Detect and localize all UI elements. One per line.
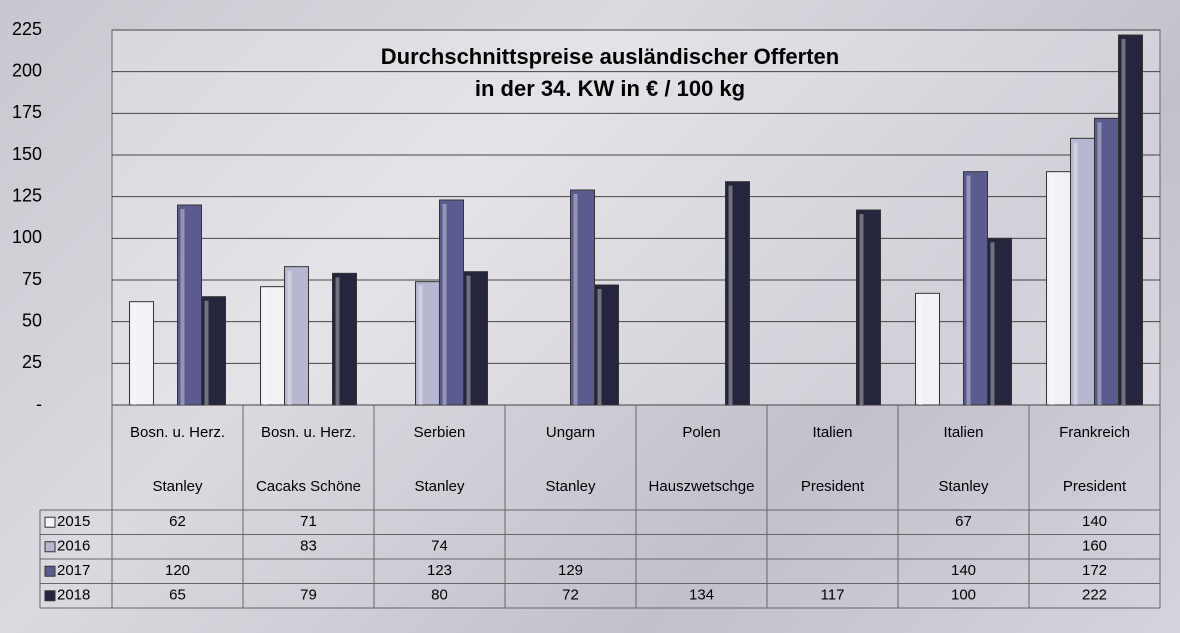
y-tick-label: 225 xyxy=(12,19,42,39)
category-label-box: Serbien xyxy=(378,407,501,457)
bar-highlight xyxy=(288,271,292,405)
table-value: 140 xyxy=(1082,513,1107,530)
legend-label: 2015 xyxy=(57,513,90,530)
bar-highlight xyxy=(574,194,578,405)
table-value: 71 xyxy=(300,513,317,530)
subcategory-label: Stanley xyxy=(116,460,239,512)
bar-highlight xyxy=(264,291,268,405)
bar-highlight xyxy=(133,306,137,405)
y-tick-label: 150 xyxy=(12,144,42,164)
table-value: 123 xyxy=(427,562,452,579)
category-label-box: Polen xyxy=(640,407,763,457)
bar-highlight xyxy=(1074,142,1078,405)
category-label-box: Bosn. u. Herz. xyxy=(116,407,239,457)
legend-label: 2016 xyxy=(57,538,90,555)
bar-highlight xyxy=(205,301,209,405)
bar-highlight xyxy=(336,277,340,405)
table-value: 172 xyxy=(1082,562,1107,579)
chart-subtitle: in der 34. KW in € / 100 kg xyxy=(475,76,745,101)
bar-highlight xyxy=(919,297,923,405)
table-value: 120 xyxy=(165,562,190,579)
chart: Durchschnittspreise ausländischer Offert… xyxy=(0,0,1180,633)
legend-label: 2017 xyxy=(57,562,90,579)
legend-swatch xyxy=(45,517,55,527)
category-label-box: Italien xyxy=(902,407,1025,457)
table-value: 222 xyxy=(1082,587,1107,604)
subcategory-label-box: Stanley xyxy=(902,460,1025,512)
table-value: 117 xyxy=(821,587,845,604)
table-value: 80 xyxy=(431,587,448,604)
table-value: 72 xyxy=(562,587,579,604)
category-label: Ungarn xyxy=(509,407,632,457)
bar-highlight xyxy=(419,286,423,405)
category-label: Italien xyxy=(902,407,1025,457)
legend-label: 2018 xyxy=(57,587,90,604)
table-value: 140 xyxy=(951,562,976,579)
subcategory-label: Stanley xyxy=(378,460,501,512)
table-value: 62 xyxy=(169,513,186,530)
y-tick-label: 200 xyxy=(12,60,42,80)
bar-highlight xyxy=(1122,39,1126,405)
subcategory-label-box: Cacaks Schöne xyxy=(247,460,370,512)
table-value: 100 xyxy=(951,587,976,604)
category-label-box: Bosn. u. Herz. xyxy=(247,407,370,457)
legend-swatch xyxy=(45,542,55,552)
y-tick-label: 25 xyxy=(22,352,42,372)
chart-title: Durchschnittspreise ausländischer Offert… xyxy=(381,44,839,69)
bar-highlight xyxy=(991,242,995,405)
table-value: 74 xyxy=(431,538,448,555)
table-value: 129 xyxy=(558,562,583,579)
subcategory-label-box: President xyxy=(771,460,894,512)
category-label-box: Ungarn xyxy=(509,407,632,457)
category-label: Bosn. u. Herz. xyxy=(116,407,239,457)
category-label-box: Italien xyxy=(771,407,894,457)
subcategory-label: Cacaks Schöne xyxy=(247,460,370,512)
table-value: 134 xyxy=(689,587,714,604)
subcategory-label: Stanley xyxy=(902,460,1025,512)
subcategory-label: Hauszwetschge xyxy=(640,460,763,512)
category-label: Bosn. u. Herz. xyxy=(247,407,370,457)
table-value: 65 xyxy=(169,587,186,604)
table-value: 67 xyxy=(955,513,972,530)
y-tick-label: 100 xyxy=(12,227,42,247)
bar-highlight xyxy=(443,204,447,405)
table-value: 83 xyxy=(300,538,317,555)
y-tick-label: 75 xyxy=(22,269,42,289)
subcategory-label-box: President xyxy=(1033,460,1156,512)
legend-swatch xyxy=(45,566,55,576)
table-value: 79 xyxy=(300,587,317,604)
table-value: 160 xyxy=(1082,538,1107,555)
bar-highlight xyxy=(1050,176,1054,405)
subcategory-label-box: Stanley xyxy=(116,460,239,512)
category-label-box: Frankreich xyxy=(1033,407,1156,457)
category-label: Serbien xyxy=(378,407,501,457)
bar-highlight xyxy=(467,276,471,405)
bar-highlight xyxy=(967,176,971,405)
category-label: Frankreich xyxy=(1033,407,1156,457)
bar-highlight xyxy=(729,186,733,405)
subcategory-label: Stanley xyxy=(509,460,632,512)
y-tick-label: 175 xyxy=(12,102,42,122)
subcategory-label: President xyxy=(771,460,894,512)
subcategory-label-box: Stanley xyxy=(509,460,632,512)
bar-highlight xyxy=(181,209,185,405)
subcategory-label-box: Stanley xyxy=(378,460,501,512)
category-label: Polen xyxy=(640,407,763,457)
subcategory-label-box: Hauszwetschge xyxy=(640,460,763,512)
y-tick-label: 125 xyxy=(12,185,42,205)
bar-highlight xyxy=(860,214,864,405)
category-label: Italien xyxy=(771,407,894,457)
bar-highlight xyxy=(598,289,602,405)
subcategory-label: President xyxy=(1033,460,1156,512)
legend-swatch xyxy=(45,591,55,601)
bar-highlight xyxy=(1098,122,1102,405)
y-tick-label: - xyxy=(36,394,42,414)
y-tick-label: 50 xyxy=(22,310,42,330)
